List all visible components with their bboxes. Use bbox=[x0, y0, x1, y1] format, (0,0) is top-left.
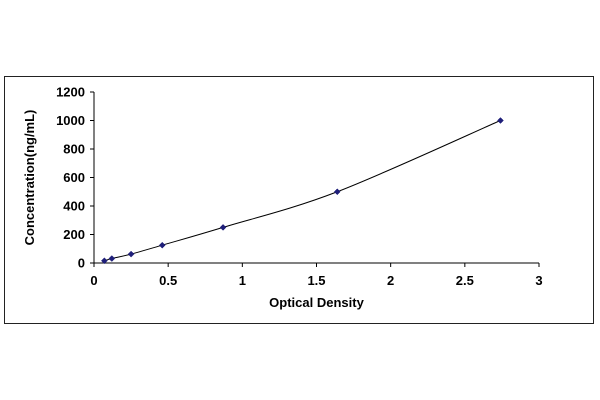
chart-frame bbox=[4, 76, 594, 324]
data-point bbox=[101, 257, 108, 265]
x-axis-title: Optical Density bbox=[269, 295, 364, 310]
data-point bbox=[127, 250, 135, 258]
axes bbox=[90, 91, 540, 267]
data-points bbox=[101, 117, 504, 265]
x-tick-label: 2.5 bbox=[456, 273, 474, 288]
data-point bbox=[333, 188, 341, 196]
y-tick-label: 600 bbox=[63, 170, 85, 185]
x-tick-label: 1 bbox=[239, 273, 246, 288]
y-tick-label: 1200 bbox=[56, 85, 85, 100]
x-tick-label: 2 bbox=[387, 273, 394, 288]
y-tick-label: 1000 bbox=[56, 113, 85, 128]
y-axis-title: Concentration(ng/mL) bbox=[22, 110, 37, 246]
y-tick-label: 0 bbox=[78, 256, 85, 271]
x-tick-label: 1.5 bbox=[307, 273, 325, 288]
y-tick-label: 800 bbox=[63, 142, 85, 157]
data-point bbox=[108, 255, 116, 262]
fit-curve bbox=[104, 120, 501, 262]
tick-labels: 0 200 400 600 800 1000 1200 0 0.5 1 1.5 2 2.5 3 bbox=[56, 85, 543, 289]
y-tick-label: 400 bbox=[63, 199, 85, 214]
data-point bbox=[219, 224, 227, 231]
x-tick-label: 0 bbox=[90, 273, 97, 288]
data-point bbox=[497, 117, 504, 124]
x-tick-label: 3 bbox=[535, 273, 542, 288]
data-point bbox=[158, 241, 166, 249]
y-tick-label: 200 bbox=[63, 227, 85, 242]
x-tick-label: 0.5 bbox=[159, 273, 177, 288]
